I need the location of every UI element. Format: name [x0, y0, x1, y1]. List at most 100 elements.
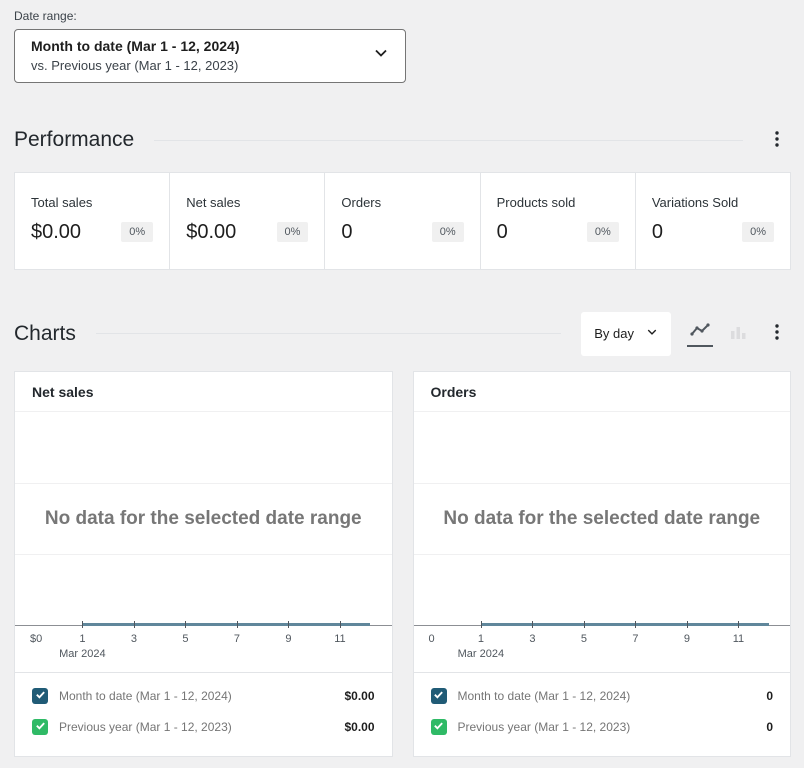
- bar-chart-toggle-button[interactable]: [725, 322, 751, 345]
- legend-item-value: $0.00: [344, 688, 375, 703]
- x-axis-tick-label: 3: [130, 632, 137, 645]
- x-axis-tick-mark: [738, 620, 740, 628]
- legend-checkbox[interactable]: [32, 718, 48, 736]
- legend-item-label: Month to date (Mar 1 - 12, 2024): [457, 688, 631, 703]
- performance-card-label: Net sales: [186, 194, 241, 210]
- chart-panel: Net sales No data for the selected date …: [14, 370, 393, 757]
- x-axis-tick-label: 7: [233, 632, 240, 645]
- no-data-message: No data for the selected date range: [44, 507, 362, 529]
- legend-checkbox[interactable]: [430, 687, 447, 705]
- chart-zero-value-line: [82, 622, 371, 626]
- x-axis-tick-mark: [288, 620, 290, 628]
- legend-item-label: Previous year (Mar 1 - 12, 2023): [457, 719, 631, 734]
- legend-item[interactable]: Previous year (Mar 1 - 12, 2023) 0: [430, 718, 773, 736]
- y-axis-zero-label: $0: [30, 632, 43, 645]
- performance-card-label: Variations Sold: [651, 194, 739, 210]
- legend-item-value: 0: [766, 688, 773, 703]
- date-range-label: Date range:: [14, 9, 77, 23]
- x-axis-tick-mark: [635, 620, 637, 628]
- x-axis-tick-label: 11: [334, 632, 346, 645]
- charts-more-menu-button[interactable]: [763, 318, 791, 349]
- performance-card[interactable]: Orders 0 0%: [325, 172, 481, 269]
- legend-item-value: $0.00: [344, 719, 375, 734]
- checkmark-icon: [433, 718, 444, 736]
- charts-title: Charts: [14, 321, 76, 345]
- performance-card-value: 0: [496, 220, 508, 243]
- x-axis-tick-mark: [133, 620, 135, 628]
- performance-card-delta-badge: 0%: [121, 222, 154, 243]
- performance-card[interactable]: Products sold 0 0%: [481, 172, 636, 269]
- legend-item-value: 0: [766, 719, 773, 734]
- date-range-comparison: vs. Previous year (Mar 1 - 12, 2023): [31, 57, 239, 73]
- legend-checkbox[interactable]: [430, 718, 447, 736]
- chart-panel: Orders No data for the selected date ran…: [412, 370, 791, 757]
- performance-card-delta-badge: 0%: [742, 222, 775, 243]
- chart-plot-area: No data for the selected date range: [15, 412, 392, 628]
- chart-panel-title: Net sales: [15, 372, 392, 412]
- x-axis-month-label: Mar 2024: [457, 647, 505, 660]
- performance-card-delta-badge: 0%: [431, 222, 464, 243]
- performance-card[interactable]: Net sales $0.00 0%: [170, 172, 326, 269]
- performance-card-value: 0: [651, 220, 663, 243]
- performance-card-label: Products sold: [496, 194, 576, 210]
- gridline: [413, 482, 790, 484]
- x-axis-tick-label: 5: [182, 632, 189, 645]
- checkmark-icon: [433, 687, 444, 705]
- x-axis-tick-label: 9: [285, 632, 292, 645]
- performance-card-delta-badge: 0%: [276, 222, 309, 243]
- chart-x-axis: $0 Mar 2024 1 3 5 7 9 11: [15, 626, 392, 672]
- no-data-message: No data for the selected date range: [443, 507, 761, 529]
- x-axis-tick-label: 11: [732, 632, 745, 645]
- x-axis-tick-label: 1: [79, 632, 86, 645]
- legend-item[interactable]: Month to date (Mar 1 - 12, 2024) 0: [430, 687, 773, 705]
- x-axis-month-label: Mar 2024: [59, 647, 106, 660]
- chart-legend: Month to date (Mar 1 - 12, 2024) 0 Previ…: [413, 671, 790, 756]
- y-axis-zero-label: 0: [428, 632, 435, 645]
- gridline: [15, 553, 392, 555]
- x-axis-tick-mark: [686, 620, 688, 628]
- line-chart-icon: [689, 323, 711, 342]
- x-axis-tick-mark: [82, 620, 84, 628]
- performance-card-value: $0.00: [186, 220, 237, 243]
- chart-panels: Net sales No data for the selected date …: [14, 370, 791, 757]
- chart-legend: Month to date (Mar 1 - 12, 2024) $0.00 P…: [15, 671, 392, 756]
- x-axis-tick-label: 9: [683, 632, 690, 645]
- chevron-down-icon: [373, 45, 389, 66]
- gridline: [413, 553, 790, 555]
- date-range-dropdown[interactable]: Month to date (Mar 1 - 12, 2024) vs. Pre…: [14, 29, 406, 83]
- legend-item-label: Previous year (Mar 1 - 12, 2023): [59, 719, 232, 734]
- x-axis-tick-mark: [532, 620, 534, 628]
- interval-select[interactable]: By day: [581, 311, 671, 356]
- checkmark-icon: [35, 687, 46, 705]
- performance-card[interactable]: Total sales $0.00 0%: [15, 172, 171, 269]
- date-range-primary: Month to date (Mar 1 - 12, 2024): [31, 38, 240, 54]
- checkmark-icon: [35, 718, 46, 736]
- header-divider: [95, 333, 562, 335]
- x-axis-tick-mark: [236, 620, 238, 628]
- performance-card-delta-badge: 0%: [586, 222, 619, 243]
- interval-select-value: By day: [594, 326, 634, 342]
- performance-header: Performance: [14, 125, 791, 156]
- legend-item[interactable]: Month to date (Mar 1 - 12, 2024) $0.00: [32, 687, 375, 705]
- x-axis-tick-mark: [480, 620, 482, 628]
- legend-checkbox[interactable]: [32, 687, 48, 705]
- gridline: [15, 482, 392, 484]
- performance-card[interactable]: Variations Sold 0 0%: [636, 173, 790, 269]
- bar-chart-icon: [727, 324, 749, 343]
- date-range-text: Month to date (Mar 1 - 12, 2024) vs. Pre…: [31, 37, 373, 75]
- line-chart-toggle-button[interactable]: [687, 321, 713, 347]
- chart-x-axis: 0 Mar 2024 1 3 5 7 9 11: [414, 626, 791, 672]
- legend-item[interactable]: Previous year (Mar 1 - 12, 2023) $0.00: [32, 718, 375, 736]
- performance-card-value: $0.00: [31, 220, 82, 243]
- legend-item-label: Month to date (Mar 1 - 12, 2024): [59, 688, 232, 703]
- x-axis-tick-mark: [339, 620, 341, 628]
- x-axis-tick-mark: [185, 620, 187, 628]
- performance-title: Performance: [14, 128, 135, 152]
- chart-panel-title: Orders: [413, 372, 790, 412]
- chart-plot-area: No data for the selected date range: [413, 412, 790, 628]
- performance-more-menu-button[interactable]: [763, 125, 791, 156]
- ellipsis-menu-icon: [765, 320, 789, 347]
- charts-header: Charts By day: [14, 311, 791, 356]
- chart-zero-value-line: [480, 622, 769, 626]
